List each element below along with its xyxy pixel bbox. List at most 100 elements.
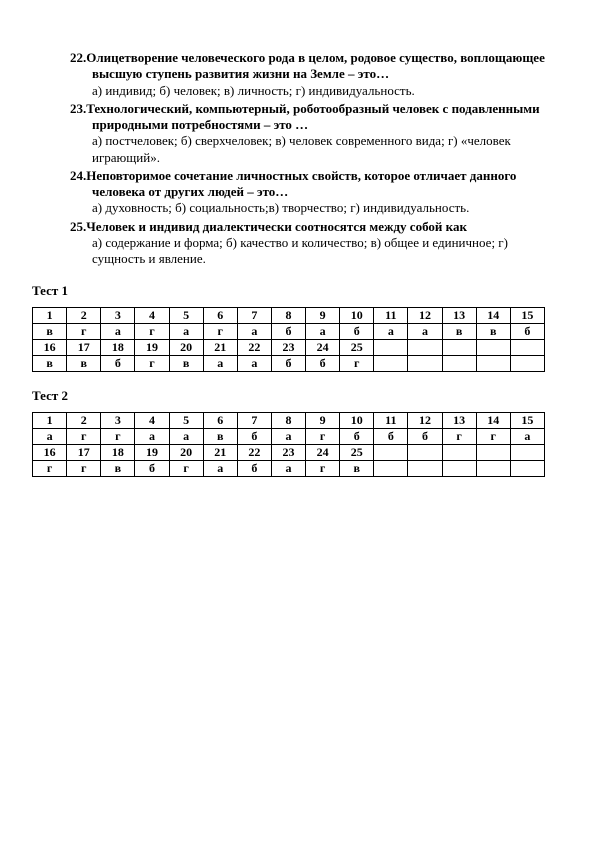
- table-cell: 4: [135, 308, 169, 324]
- table-cell: г: [135, 356, 169, 372]
- table-cell: 15: [510, 308, 544, 324]
- table-cell: а: [306, 324, 340, 340]
- table-cell: в: [169, 356, 203, 372]
- test-label: Тест 2: [32, 388, 545, 404]
- table-cell: 9: [306, 308, 340, 324]
- tests-list: Тест 1123456789101112131415вгагагабабаав…: [70, 283, 545, 477]
- table-cell: б: [340, 324, 374, 340]
- table-cell: 2: [67, 308, 101, 324]
- table-cell: в: [101, 461, 135, 477]
- table-cell: б: [306, 356, 340, 372]
- table-cell: [510, 445, 544, 461]
- table-cell: г: [135, 324, 169, 340]
- table-cell: 3: [101, 413, 135, 429]
- table-row: 123456789101112131415: [33, 413, 545, 429]
- table-cell: а: [101, 324, 135, 340]
- table-cell: а: [33, 429, 67, 445]
- table-cell: 17: [67, 340, 101, 356]
- question-block: 24.Неповторимое сочетание личностных сво…: [70, 168, 545, 217]
- table-cell: 25: [340, 340, 374, 356]
- question-block: 23.Технологический, компьютерный, робото…: [70, 101, 545, 166]
- table-cell: 18: [101, 340, 135, 356]
- table-cell: б: [340, 429, 374, 445]
- table-cell: б: [101, 356, 135, 372]
- table-cell: [408, 461, 442, 477]
- table-cell: 4: [135, 413, 169, 429]
- table-cell: б: [237, 461, 271, 477]
- table-cell: [442, 445, 476, 461]
- table-cell: в: [476, 324, 510, 340]
- table-cell: 16: [33, 340, 67, 356]
- table-cell: 20: [169, 340, 203, 356]
- table-cell: б: [271, 356, 305, 372]
- table-cell: г: [476, 429, 510, 445]
- table-row: 123456789101112131415: [33, 308, 545, 324]
- table-cell: а: [271, 429, 305, 445]
- table-cell: в: [203, 429, 237, 445]
- answer-grid: 123456789101112131415вгагагабабааввб1617…: [32, 307, 545, 372]
- table-cell: а: [271, 461, 305, 477]
- table-cell: 21: [203, 340, 237, 356]
- question-answers: а) духовность; б) социальность;в) творче…: [70, 200, 545, 216]
- table-cell: 24: [306, 445, 340, 461]
- table-cell: а: [408, 324, 442, 340]
- table-cell: 11: [374, 413, 408, 429]
- table-cell: г: [33, 461, 67, 477]
- table-cell: 5: [169, 413, 203, 429]
- table-cell: 10: [340, 413, 374, 429]
- table-cell: 19: [135, 445, 169, 461]
- table-cell: г: [169, 461, 203, 477]
- table-cell: 20: [169, 445, 203, 461]
- table-cell: 10: [340, 308, 374, 324]
- table-cell: а: [510, 429, 544, 445]
- table-cell: [408, 356, 442, 372]
- table-cell: а: [237, 324, 271, 340]
- table-cell: 12: [408, 413, 442, 429]
- table-row: вгагагабабааввб: [33, 324, 545, 340]
- table-cell: [374, 445, 408, 461]
- table-cell: 18: [101, 445, 135, 461]
- table-cell: 1: [33, 413, 67, 429]
- questions-list: 22.Олицетворение человеческого рода в це…: [70, 50, 545, 267]
- question-text: 22.Олицетворение человеческого рода в це…: [70, 50, 545, 83]
- table-cell: 8: [271, 413, 305, 429]
- table-cell: 9: [306, 413, 340, 429]
- table-cell: а: [169, 324, 203, 340]
- question-text: 24.Неповторимое сочетание личностных сво…: [70, 168, 545, 201]
- table-cell: г: [306, 461, 340, 477]
- table-cell: г: [67, 429, 101, 445]
- table-cell: б: [408, 429, 442, 445]
- table-cell: 2: [67, 413, 101, 429]
- table-cell: 14: [476, 413, 510, 429]
- table-cell: а: [169, 429, 203, 445]
- table-cell: 6: [203, 413, 237, 429]
- table-cell: б: [510, 324, 544, 340]
- table-cell: 14: [476, 308, 510, 324]
- question-answers: а) постчеловек; б) сверхчеловек; в) чело…: [70, 133, 545, 166]
- table-cell: в: [442, 324, 476, 340]
- table-cell: [374, 340, 408, 356]
- table-cell: 5: [169, 308, 203, 324]
- table-cell: [510, 461, 544, 477]
- table-cell: 1: [33, 308, 67, 324]
- table-cell: [408, 340, 442, 356]
- table-cell: [476, 445, 510, 461]
- table-cell: 15: [510, 413, 544, 429]
- table-cell: [476, 461, 510, 477]
- table-cell: 13: [442, 413, 476, 429]
- table-cell: [510, 356, 544, 372]
- table-cell: 21: [203, 445, 237, 461]
- table-cell: г: [306, 429, 340, 445]
- question-block: 25.Человек и индивид диалектически соотн…: [70, 219, 545, 268]
- table-cell: 22: [237, 340, 271, 356]
- table-cell: а: [237, 356, 271, 372]
- table-cell: 17: [67, 445, 101, 461]
- table-cell: в: [340, 461, 374, 477]
- table-cell: [408, 445, 442, 461]
- table-cell: [476, 340, 510, 356]
- page-content: 22.Олицетворение человеческого рода в це…: [0, 0, 595, 527]
- table-cell: 6: [203, 308, 237, 324]
- table-row: 16171819202122232425: [33, 445, 545, 461]
- question-block: 22.Олицетворение человеческого рода в це…: [70, 50, 545, 99]
- table-cell: [374, 461, 408, 477]
